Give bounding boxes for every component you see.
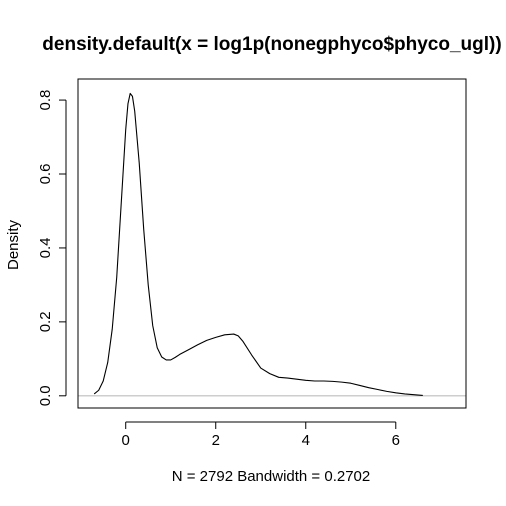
plot-frame: [77, 78, 467, 409]
y-axis-label: Density: [5, 219, 22, 270]
density-series-group: [93, 92, 423, 396]
x-axis-label: N = 2792 Bandwidth = 0.2702: [172, 468, 371, 485]
x-tick-label: 0: [122, 432, 130, 449]
y-tick-label: 0.2: [37, 311, 54, 332]
x-tick-label: 6: [392, 432, 400, 449]
y-tick-label: 0.4: [37, 238, 54, 259]
y-tick-label: 0.0: [37, 385, 54, 406]
x-tick-label: 2: [212, 432, 220, 449]
y-tick-label: 0.8: [37, 90, 54, 111]
density-line: [93, 92, 423, 396]
chart-title: density.default(x = log1p(nonegphyco$phy…: [42, 34, 501, 55]
x-axis: 0 2 4 6: [122, 421, 400, 449]
chart-title-group: density.default(x = log1p(nonegphyco$phy…: [42, 34, 501, 55]
axis-labels-group: N = 2792 Bandwidth = 0.2702 Density: [5, 219, 370, 485]
y-tick-label: 0.6: [37, 164, 54, 185]
x-tick-label: 4: [302, 432, 310, 449]
plot-frame-group: [77, 78, 467, 409]
y-axis: 0.0 0.2 0.4 0.6 0.8: [37, 90, 67, 406]
